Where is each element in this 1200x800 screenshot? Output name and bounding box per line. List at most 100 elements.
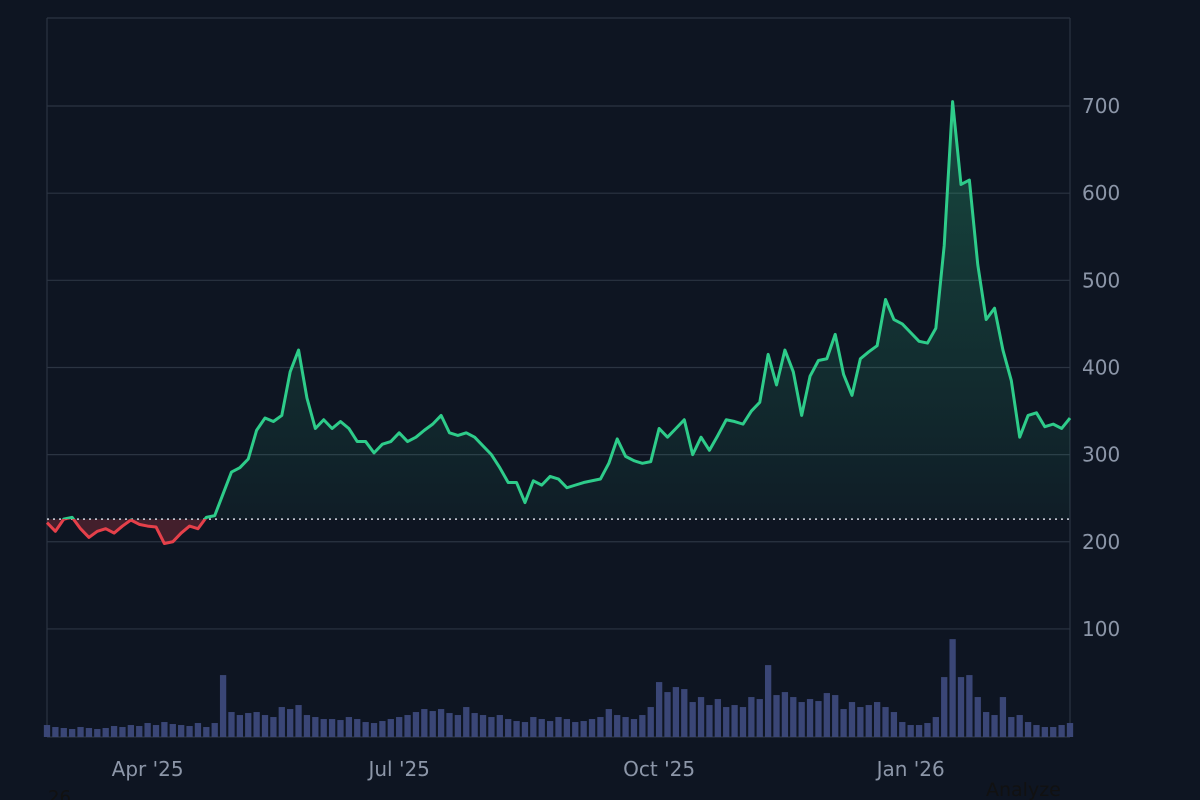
volume-bar: [689, 702, 696, 737]
area-down: [47, 519, 206, 544]
volume-bar: [43, 725, 51, 737]
volume-bar: [320, 719, 327, 737]
volume-bar: [127, 725, 134, 737]
volume-bar: [152, 725, 160, 737]
volume-bar: [1008, 717, 1015, 737]
volume-bar: [488, 717, 495, 737]
volume-bar: [211, 723, 218, 737]
volume-bar: [496, 715, 503, 737]
volume-bar: [203, 727, 210, 737]
volume-bar: [941, 677, 948, 737]
volume-bar: [421, 709, 428, 737]
volume-bar: [219, 675, 227, 737]
volume-bar: [555, 717, 562, 737]
volume-bar: [362, 722, 369, 737]
volume-bar: [840, 709, 847, 737]
volume-bar: [672, 687, 680, 737]
volume-bar: [169, 724, 176, 737]
volume-bar: [848, 702, 856, 737]
volume-bar: [823, 693, 830, 737]
y-tick-label: 700: [1082, 94, 1120, 118]
volume-bar: [186, 726, 193, 737]
volume-bar: [857, 707, 864, 737]
volume-bar: [597, 717, 604, 737]
volume-bar: [194, 723, 202, 737]
volume-bar: [588, 719, 596, 737]
volume-bar: [865, 705, 872, 737]
volume-bar: [664, 692, 671, 737]
volume-bar: [974, 697, 981, 737]
volume-bar: [655, 682, 663, 737]
analyze-button[interactable]: Analyze: [986, 779, 1061, 800]
volume-bar: [228, 712, 235, 737]
volume-bar: [639, 715, 646, 737]
volume-bar: [806, 699, 814, 737]
volume-bar: [295, 705, 302, 737]
y-tick-label: 600: [1082, 181, 1120, 205]
volume-bar: [748, 697, 755, 737]
volume-bar: [739, 707, 747, 737]
volume-bar: [303, 715, 311, 737]
volume-bar: [630, 719, 638, 737]
volume-bar: [798, 702, 805, 737]
volume-bar: [396, 717, 403, 737]
volume-bar: [815, 701, 822, 737]
volume-bar: [261, 715, 269, 737]
y-tick-label: 100: [1082, 617, 1120, 641]
volume-bar: [1050, 727, 1057, 737]
volume-bar: [731, 705, 738, 737]
volume-bar: [706, 705, 713, 737]
volume-bar: [110, 726, 118, 737]
volume-bar: [790, 697, 797, 737]
area-up: [47, 101, 1070, 520]
volume-bar: [236, 715, 244, 737]
volume-bar: [1058, 725, 1065, 737]
volume-bar: [991, 715, 998, 737]
volume-bar: [345, 717, 353, 737]
volume-bar: [328, 719, 336, 737]
volume-bar: [1016, 715, 1023, 737]
volume-bar: [505, 719, 512, 737]
volume-bar: [899, 722, 906, 737]
volume-bar: [463, 707, 470, 737]
y-tick-label: 500: [1082, 268, 1120, 292]
volume-bar: [429, 711, 436, 737]
volume-bar: [178, 725, 185, 737]
volume-bar: [144, 723, 151, 737]
x-tick-label: Apr '25: [112, 757, 184, 781]
y-tick-label: 300: [1082, 443, 1120, 467]
volume-bar: [446, 713, 453, 737]
volume-bar: [1066, 723, 1074, 737]
volume-bar: [52, 727, 59, 737]
volume-bar: [957, 677, 965, 737]
volume-bar: [387, 719, 394, 737]
price-line-up: [61, 100, 1072, 520]
volume-bar: [1033, 725, 1040, 737]
volume-bar: [756, 699, 763, 737]
y-tick-label: 200: [1082, 530, 1120, 554]
corner-text: 26: [48, 787, 71, 800]
volume-bar: [764, 665, 772, 737]
volume-bar: [94, 729, 101, 737]
volume-bar: [530, 717, 537, 737]
volume-bar: [354, 719, 361, 737]
volume-bar: [471, 713, 478, 737]
volume-bar: [873, 702, 881, 737]
x-tick-label: Jul '25: [366, 757, 429, 781]
x-tick-label: Jan '26: [875, 757, 945, 781]
volume-bar: [966, 675, 973, 737]
volume-bar: [882, 707, 889, 737]
volume-bar: [136, 726, 143, 737]
volume-bar: [983, 712, 990, 737]
volume-bar: [245, 713, 252, 737]
volume-bar: [1024, 722, 1032, 737]
volume-bar: [546, 721, 554, 737]
y-tick-label: 400: [1082, 355, 1120, 379]
volume-bar: [723, 707, 730, 737]
volume-bar: [69, 729, 76, 737]
volume-bar: [161, 722, 168, 737]
volume-bar: [77, 727, 84, 737]
